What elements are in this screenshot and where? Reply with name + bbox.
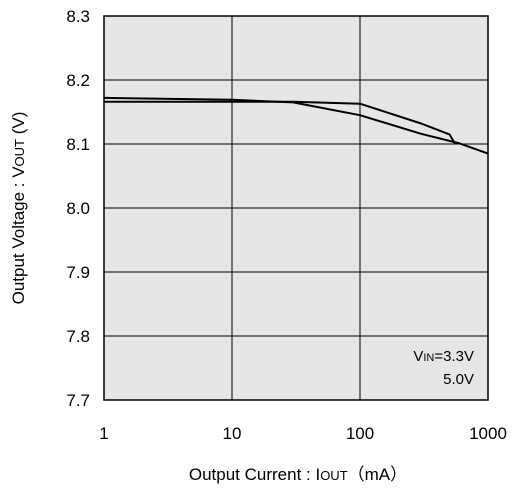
x-tick-labels: 1 10 100 1000 [99,424,507,443]
y-tick-labels: 7.7 7.8 7.9 8.0 8.1 8.2 8.3 [66,7,90,410]
series-line-1 [103,96,489,155]
y-tick-label: 8.1 [66,135,90,154]
series-lines [103,96,489,155]
x-tick-label: 1 [99,424,108,443]
y-axis-label-sub: OUT [12,139,27,167]
series-line-0 [104,100,456,144]
plot-frame [103,15,489,401]
x-tick-label: 100 [346,424,374,443]
y-tick-label: 8.2 [66,71,90,90]
legend-vin-sub: IN [423,352,434,364]
x-tick-label: 1000 [469,424,507,443]
legend-vin-label: VIN=3.3V [413,348,474,365]
x-axis-label-sub: OUT [320,468,348,483]
legend-vin-value: =3.3V [434,348,474,365]
x-axis-label-suffix: （mA） [348,465,408,484]
x-tick-label: 10 [223,424,242,443]
y-tick-label: 7.9 [66,263,90,282]
y-tick-label: 7.7 [66,391,90,410]
y-tick-label: 8.0 [66,199,90,218]
y-tick-label: 7.8 [66,327,90,346]
y-axis-label-prefix: Output Voltage : V [9,166,28,305]
y-tick-label: 8.3 [66,7,90,26]
legend-second-label: 5.0V [443,371,474,388]
y-axis-label: Output Voltage : VOUT (V) [9,112,28,305]
legend-vin-prefix: V [413,348,423,365]
x-axis-label-prefix: Output Current : I [189,465,320,484]
y-axis-label-suffix: (V) [9,112,28,139]
x-axis-label: Output Current : IOUT（mA） [189,465,407,484]
